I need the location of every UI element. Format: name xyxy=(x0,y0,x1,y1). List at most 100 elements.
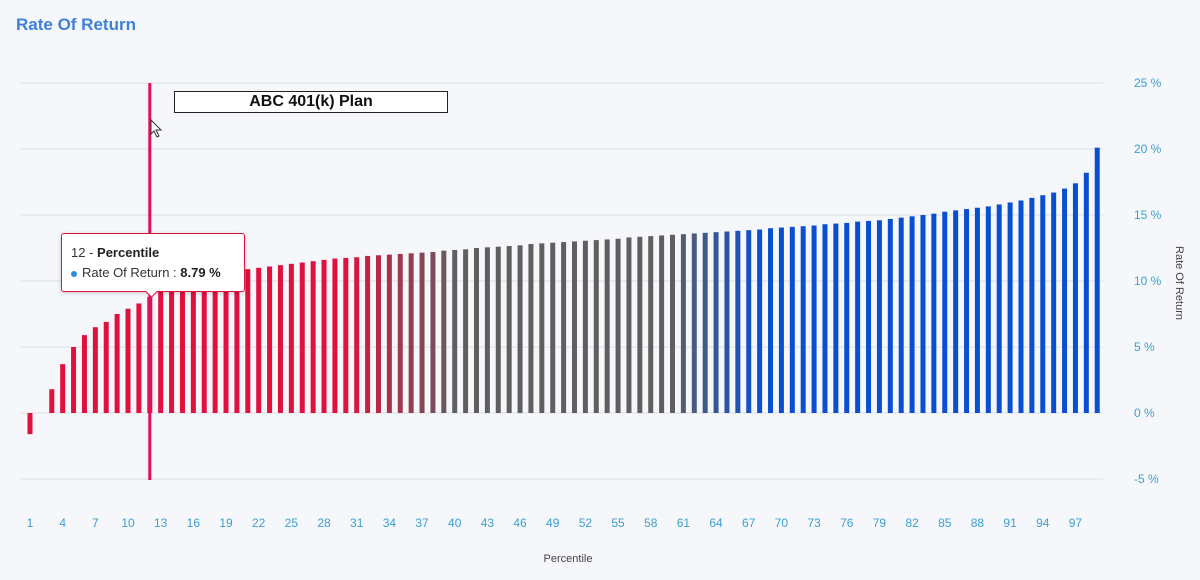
bar-percentile-72[interactable] xyxy=(800,226,806,413)
bar-percentile-64[interactable] xyxy=(713,232,719,413)
bar-percentile-75[interactable] xyxy=(833,223,839,413)
bar-percentile-47[interactable] xyxy=(528,244,534,413)
bar-percentile-29[interactable] xyxy=(332,258,338,413)
bar-percentile-67[interactable] xyxy=(746,230,752,413)
bar-percentile-70[interactable] xyxy=(778,227,784,413)
bar-percentile-30[interactable] xyxy=(343,257,349,413)
x-tick-label: 43 xyxy=(481,516,495,530)
bar-percentile-88[interactable] xyxy=(974,207,980,413)
bar-percentile-40[interactable] xyxy=(452,249,458,413)
bar-percentile-96[interactable] xyxy=(1062,188,1068,413)
bar-percentile-6[interactable] xyxy=(81,335,87,413)
bar-percentile-38[interactable] xyxy=(430,251,436,413)
bar-percentile-26[interactable] xyxy=(299,262,305,413)
bar-percentile-97[interactable] xyxy=(1072,183,1078,413)
bar-percentile-68[interactable] xyxy=(757,229,763,413)
bar-percentile-82[interactable] xyxy=(909,216,915,413)
bar-percentile-63[interactable] xyxy=(702,232,708,413)
bar-percentile-46[interactable] xyxy=(517,245,523,413)
bar-percentile-49[interactable] xyxy=(550,242,556,413)
bar-percentile-52[interactable] xyxy=(582,240,588,413)
bar-percentile-55[interactable] xyxy=(615,238,621,413)
bar-percentile-84[interactable] xyxy=(931,213,937,413)
bar-percentile-42[interactable] xyxy=(473,248,479,413)
bar-percentile-37[interactable] xyxy=(419,252,425,413)
bar-percentile-19[interactable] xyxy=(223,273,229,413)
bar-percentile-11[interactable] xyxy=(136,303,142,413)
bar-percentile-45[interactable] xyxy=(506,246,512,413)
bar-percentile-58[interactable] xyxy=(648,236,654,413)
bar-percentile-91[interactable] xyxy=(1007,202,1013,413)
bar-percentile-54[interactable] xyxy=(604,239,610,413)
bar-percentile-31[interactable] xyxy=(354,257,360,413)
bar-percentile-69[interactable] xyxy=(768,228,774,413)
bar-percentile-17[interactable] xyxy=(201,278,207,413)
bar-percentile-81[interactable] xyxy=(898,217,904,413)
bar-percentile-94[interactable] xyxy=(1040,195,1046,413)
bar-percentile-98[interactable] xyxy=(1083,172,1089,413)
bar-percentile-99[interactable] xyxy=(1094,147,1100,413)
bar-percentile-28[interactable] xyxy=(321,259,327,413)
bar-percentile-62[interactable] xyxy=(691,233,697,413)
bar-percentile-21[interactable] xyxy=(245,269,251,413)
bar-percentile-80[interactable] xyxy=(887,218,893,413)
bar-percentile-59[interactable] xyxy=(659,235,665,413)
bar-percentile-27[interactable] xyxy=(310,261,316,413)
bar-percentile-77[interactable] xyxy=(855,221,861,413)
bar-percentile-61[interactable] xyxy=(680,234,686,413)
bar-percentile-73[interactable] xyxy=(811,225,817,413)
bar-percentile-71[interactable] xyxy=(789,226,795,413)
bar-percentile-18[interactable] xyxy=(212,275,218,413)
bar-percentile-57[interactable] xyxy=(637,236,643,413)
bar-percentile-39[interactable] xyxy=(441,250,447,413)
bar-percentile-25[interactable] xyxy=(288,263,294,413)
bar-percentile-1[interactable] xyxy=(27,413,33,435)
bar-percentile-32[interactable] xyxy=(365,255,371,413)
bar-percentile-8[interactable] xyxy=(103,321,109,413)
bar-percentile-3[interactable] xyxy=(49,389,55,413)
bar-percentile-78[interactable] xyxy=(866,220,872,413)
bar-percentile-79[interactable] xyxy=(876,220,882,413)
bar-percentile-4[interactable] xyxy=(60,364,66,413)
bar-percentile-10[interactable] xyxy=(125,308,131,413)
bar-percentile-23[interactable] xyxy=(267,266,273,413)
bar-percentile-90[interactable] xyxy=(996,204,1002,413)
bar-percentile-85[interactable] xyxy=(942,211,948,413)
bar-percentile-16[interactable] xyxy=(190,281,196,413)
bar-percentile-34[interactable] xyxy=(386,254,392,413)
bar-percentile-83[interactable] xyxy=(920,215,926,413)
bar-percentile-66[interactable] xyxy=(735,230,741,413)
bar-percentile-22[interactable] xyxy=(256,267,262,413)
bar-percentile-24[interactable] xyxy=(277,265,283,413)
bar-percentile-44[interactable] xyxy=(495,246,501,413)
tooltip-sep: - xyxy=(85,245,98,260)
bar-percentile-74[interactable] xyxy=(822,224,828,413)
bar-percentile-13[interactable] xyxy=(158,291,164,413)
bar-percentile-9[interactable] xyxy=(114,314,120,413)
bar-percentile-87[interactable] xyxy=(964,209,970,413)
bar-percentile-60[interactable] xyxy=(670,234,676,413)
bar-percentile-51[interactable] xyxy=(572,241,577,413)
bar-percentile-76[interactable] xyxy=(844,222,850,413)
bar-percentile-92[interactable] xyxy=(1018,200,1024,413)
bar-percentile-43[interactable] xyxy=(484,247,490,413)
bar-percentile-33[interactable] xyxy=(375,255,381,413)
bar-percentile-56[interactable] xyxy=(626,237,632,413)
bar-percentile-50[interactable] xyxy=(561,242,567,413)
bar-percentile-36[interactable] xyxy=(408,253,414,413)
bar-percentile-5[interactable] xyxy=(71,347,77,413)
bar-percentile-65[interactable] xyxy=(724,231,730,414)
bar-percentile-89[interactable] xyxy=(985,206,991,413)
bar-percentile-53[interactable] xyxy=(593,240,599,413)
bar-percentile-20[interactable] xyxy=(234,271,240,413)
bar-percentile-48[interactable] xyxy=(539,243,545,413)
bar-percentile-95[interactable] xyxy=(1051,192,1057,413)
bar-percentile-41[interactable] xyxy=(463,249,469,413)
bar-percentile-35[interactable] xyxy=(397,253,403,413)
bar-percentile-14[interactable] xyxy=(169,287,175,413)
bar-percentile-93[interactable] xyxy=(1029,197,1035,413)
bar-percentile-15[interactable] xyxy=(179,283,185,413)
bar-percentile-86[interactable] xyxy=(953,210,959,413)
bar-percentile-7[interactable] xyxy=(92,327,98,413)
